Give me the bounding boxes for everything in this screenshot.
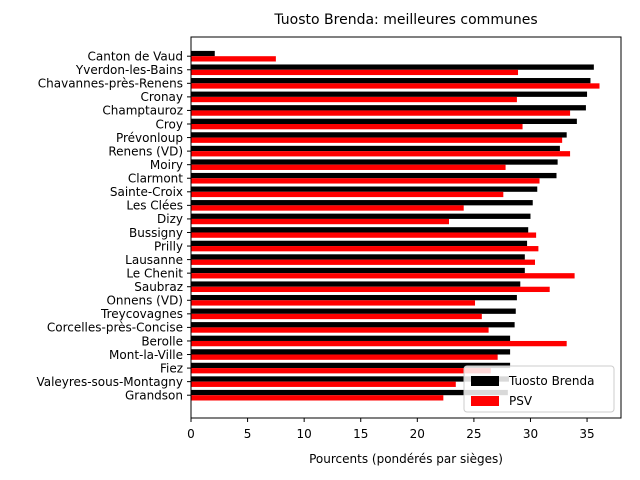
- plot-frame: [190, 36, 622, 419]
- y-tick-label: Clarmont: [128, 172, 183, 186]
- bar-tuosto: [191, 335, 511, 341]
- bar-psv: [191, 395, 444, 401]
- bar-tuosto: [191, 389, 508, 396]
- bar-tuosto: [191, 267, 525, 274]
- bar-psv: [191, 273, 575, 279]
- y-tick-label: Mont-la-Ville: [109, 348, 183, 362]
- bar-tuosto: [191, 105, 586, 111]
- bar-psv: [191, 96, 517, 103]
- y-tick-label: Sainte-Croix: [110, 185, 183, 199]
- x-tick-label: 15: [353, 427, 368, 441]
- bar-psv: [191, 178, 540, 184]
- x-tick-label: 0: [187, 427, 195, 441]
- y-tick-label: Croy: [156, 117, 184, 131]
- bar-psv: [191, 151, 571, 157]
- y-tick-label: Berolle: [141, 334, 183, 348]
- x-axis-label: Pourcents (pondérés par sièges): [309, 452, 503, 466]
- legend: Tuosto Brenda PSV: [463, 365, 615, 413]
- bar-psv: [191, 56, 276, 62]
- bar-tuosto: [191, 376, 509, 382]
- y-tick-label: Onnens (VD): [106, 294, 183, 308]
- x-tick-label: 35: [579, 427, 594, 441]
- bar-psv: [191, 83, 600, 89]
- bar-tuosto: [191, 362, 511, 369]
- legend-box: [463, 365, 615, 413]
- y-tick-label: Dizy: [157, 212, 183, 226]
- y-tick-label: Grandson: [125, 389, 183, 403]
- x-tick-label: 25: [466, 427, 481, 441]
- bar-tuosto: [191, 172, 557, 179]
- bar-tuosto: [191, 159, 558, 165]
- bar-psv: [191, 218, 449, 225]
- legend-label-tuosto: Tuosto Brenda: [508, 374, 594, 388]
- y-tick-label: Champtauroz: [102, 104, 183, 118]
- bar-psv: [191, 327, 489, 333]
- x-tick-label: 20: [410, 427, 425, 441]
- y-tick-label: Prévonloup: [116, 131, 183, 145]
- y-tick-label: Yverdon-les-Bains: [75, 63, 183, 77]
- bar-psv: [191, 259, 535, 265]
- bar-psv: [191, 232, 537, 238]
- bar-psv: [191, 340, 567, 347]
- chart-title: Tuosto Brenda: meilleures communes: [273, 12, 537, 28]
- bar-tuosto: [191, 64, 594, 70]
- bar-tuosto: [191, 200, 533, 206]
- bar-tuosto: [191, 132, 567, 138]
- bar-psv: [191, 164, 506, 170]
- bar-psv: [191, 300, 476, 306]
- bar-tuosto: [191, 145, 560, 152]
- y-tick-label: Cronay: [141, 90, 183, 104]
- y-tick-label: Prilly: [154, 239, 183, 253]
- y-tick-label: Bussigny: [129, 226, 183, 240]
- y-tick-label: Chavannes-près-Renens: [38, 77, 183, 91]
- bar-tuosto: [191, 254, 525, 260]
- bar-psv: [191, 110, 571, 116]
- y-tick-label: Saubraz: [134, 280, 183, 294]
- bar-psv: [191, 191, 504, 198]
- legend-swatch-psv: [471, 396, 499, 406]
- bar-psv: [191, 381, 456, 387]
- y-tick-label: Le Chenit: [126, 266, 183, 280]
- bar-tuosto: [191, 308, 516, 314]
- bar-tuosto: [191, 118, 577, 124]
- bar-tuosto: [191, 50, 215, 57]
- bars-group: [191, 50, 600, 401]
- bar-psv: [191, 313, 482, 320]
- legend-label-psv: PSV: [509, 394, 533, 408]
- x-tick-label: 30: [523, 427, 538, 441]
- bar-tuosto: [191, 227, 529, 233]
- y-tick-label: Lausanne: [125, 253, 183, 267]
- bar-tuosto: [191, 322, 515, 328]
- x-tick-label: 5: [244, 427, 252, 441]
- bar-psv: [191, 354, 498, 360]
- y-tick-label: Canton de Vaud: [88, 50, 183, 64]
- bar-tuosto: [191, 91, 588, 97]
- bar-psv: [191, 69, 519, 76]
- y-tick-label: Valeyres-sous-Montagny: [36, 375, 183, 389]
- y-tick-label: Treycovagnes: [100, 307, 183, 321]
- bar-psv: [191, 286, 550, 293]
- y-tick-label: Moiry: [150, 158, 183, 172]
- bar-psv: [191, 368, 491, 374]
- bar-tuosto: [191, 186, 538, 192]
- y-tick-label: Renens (VD): [108, 144, 183, 158]
- bar-psv: [191, 124, 523, 130]
- bar-psv: [191, 246, 539, 252]
- bar-tuosto: [191, 213, 531, 219]
- y-tick-label: Les Clées: [126, 199, 183, 213]
- x-tick-label: 10: [297, 427, 312, 441]
- bar-tuosto: [191, 281, 521, 287]
- legend-swatch-tuosto: [471, 376, 499, 386]
- x-ticks-group: 0 5 10 15 20 25 30 35: [187, 418, 595, 441]
- bar-psv: [191, 137, 563, 143]
- y-tick-label: Corcelles-près-Concise: [47, 321, 183, 335]
- y-ticks-group: Canton de VaudYverdon-les-BainsChavannes…: [36, 50, 191, 403]
- bar-tuosto: [191, 78, 591, 84]
- bar-tuosto: [191, 349, 511, 355]
- bar-tuosto: [191, 240, 528, 247]
- bar-psv: [191, 205, 464, 211]
- bar-tuosto: [191, 294, 517, 301]
- y-tick-label: Fiez: [160, 361, 183, 375]
